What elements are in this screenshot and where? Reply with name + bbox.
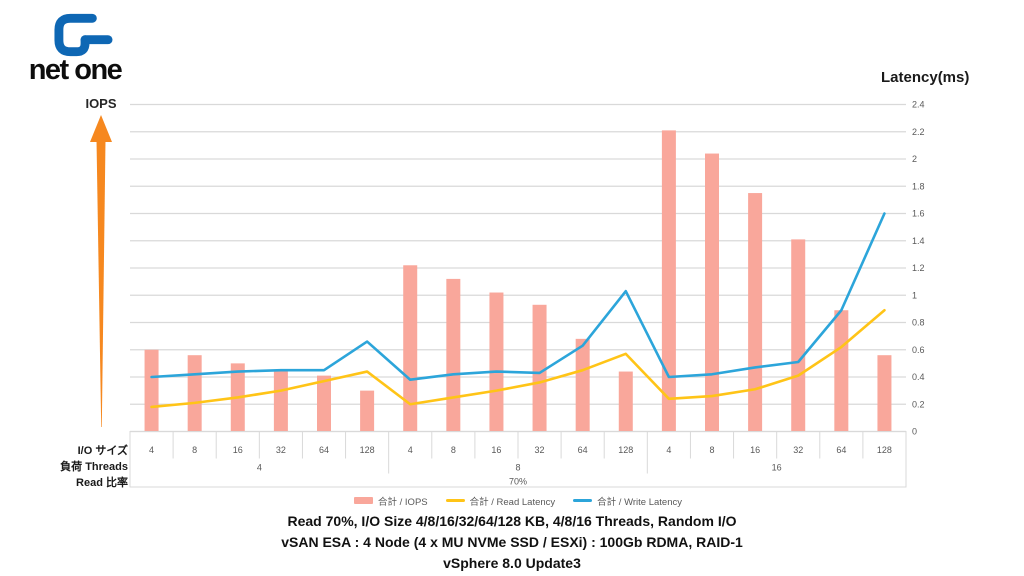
io-size-tick-label: 64 [836,445,846,455]
row-label-io-size: I/O サイズ [77,445,128,457]
io-size-tick-label: 4 [149,445,154,455]
io-size-tick-label: 128 [877,445,892,455]
row-label-read-ratio: Read 比率 [76,477,128,489]
io-size-tick-label: 64 [578,445,588,455]
read-latency-line [150,308,886,409]
caption-line-1: Read 70%, I/O Size 4/8/16/32/64/128 KB, … [287,513,737,529]
io-size-tick-label: 4 [666,445,671,455]
iops-bar [144,349,159,432]
iops-bar [834,310,849,432]
iops-bar [446,278,461,432]
iops-bar [791,239,806,432]
iops-axis-title: IOPS [85,96,117,111]
netone-logo-glyph [54,13,113,57]
legend-item-iops: 合計 / IOPS [354,494,428,508]
legend-swatch-read-latency [445,499,465,502]
io-size-tick-label: 16 [491,445,501,455]
iops-bar [317,375,331,432]
iops-bar [403,265,418,432]
latency-axis-tick-label: 0.6 [912,345,925,355]
io-size-tick-label: 8 [451,445,456,455]
io-size-tick-label: 16 [750,445,760,455]
legend-swatch-write-latency [573,499,593,502]
iops-bar [489,292,504,432]
netone-logo-text: net one [28,54,123,86]
iops-bar [748,193,763,432]
legend-label-write-latency: 合計 / Write Latency [597,496,682,508]
iops-bar [705,153,719,432]
latency-axis-tick-label: 1.4 [912,236,925,246]
io-size-tick-label: 32 [276,445,286,455]
latency-axis-tick-label: 0 [912,427,917,437]
caption: Read 70%, I/O Size 4/8/16/32/64/128 KB, … [0,511,1024,574]
latency-axis-tick-label: 0.2 [912,399,925,409]
legend-swatch-iops [354,497,373,504]
iops-bar [187,355,202,432]
latency-axis-tick-label: 2.4 [912,100,925,110]
write-latency-line [150,212,886,382]
latency-axis-tick-label: 2 [912,154,917,164]
latency-axis-tick-label: 0.4 [912,372,925,382]
io-size-tick-label: 8 [709,445,714,455]
latency-axis-tick-label: 1.2 [912,263,925,273]
latency-axis-title: Latency(ms) [881,69,970,86]
legend-label-iops: 合計 / IOPS [378,496,428,508]
latency-axis-tick-label: 1.6 [912,209,925,219]
io-size-tick-label: 64 [319,445,329,455]
caption-line-3: vSphere 8.0 Update3 [443,555,581,571]
io-size-tick-label: 4 [408,445,413,455]
chart-legend: 合計 / IOPS 合計 / Read Latency 合計 / Write L… [130,493,906,508]
latency-axis-tick-label: 0.8 [912,318,925,328]
io-size-tick-label: 8 [192,445,197,455]
iops-bar [575,338,590,432]
iops-arrow-body [96,140,106,427]
iops-bar [360,390,375,432]
iops-bar [532,304,547,432]
legend-label-read-latency: 合計 / Read Latency [469,496,556,508]
iops-bar [273,370,288,432]
threads-tick-label: 8 [515,463,520,473]
io-size-tick-label: 128 [360,445,375,455]
io-size-tick-label: 16 [233,445,243,455]
caption-line-2: vSAN ESA : 4 Node (4 x MU NVMe SSD / ESX… [281,534,743,550]
iops-arrow-head [90,115,112,142]
io-size-tick-label: 32 [535,445,545,455]
iops-bar [661,130,676,432]
latency-axis-tick-label: 1 [912,290,917,300]
iops-bar [877,355,892,432]
iops-bar [618,371,633,432]
legend-item-write-latency: 合計 / Write Latency [573,494,682,508]
latency-axis-tick-label: 2.2 [912,127,925,137]
read-ratio-tick-label: 70% [509,477,527,487]
threads-tick-label: 4 [257,463,262,473]
threads-tick-label: 16 [772,463,782,473]
category-row-labels: I/O サイズ 負荷 Threads Read 比率 [40,443,128,491]
io-size-tick-label: 32 [793,445,803,455]
io-size-tick-label: 128 [618,445,633,455]
latency-axis-tick-label: 1.8 [912,181,925,191]
row-label-threads: 負荷 Threads [60,461,128,473]
legend-item-read-latency: 合計 / Read Latency [445,494,556,508]
